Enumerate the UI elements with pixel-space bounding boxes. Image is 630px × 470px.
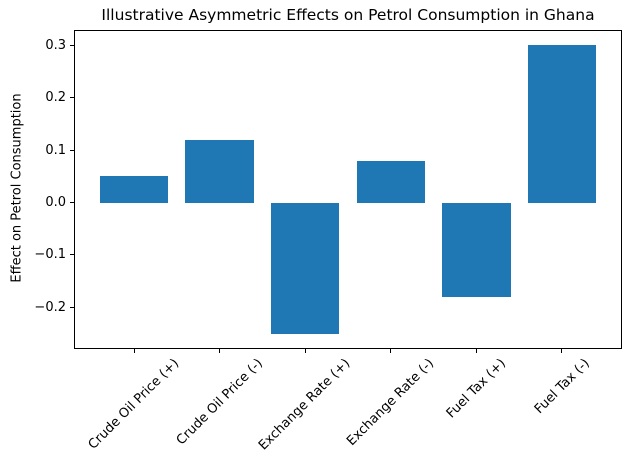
x-tick-mark — [304, 349, 306, 353]
y-tick-mark — [70, 44, 74, 46]
x-tick-label: Fuel Tax (+) — [443, 356, 510, 422]
x-tick-label: Crude Oil Price (-) — [173, 356, 266, 449]
plot-area — [74, 30, 622, 349]
x-tick-mark — [390, 349, 392, 353]
y-tick-mark — [70, 149, 74, 151]
x-tick-mark — [133, 349, 135, 353]
x-tick-mark — [561, 349, 563, 353]
x-tick-mark — [475, 349, 477, 353]
bar-0 — [99, 176, 169, 203]
y-tick-label: 0.3 — [45, 37, 66, 53]
x-tick-label: Fuel Tax (-) — [531, 356, 593, 417]
y-tick-label: −0.2 — [34, 299, 66, 315]
y-tick-mark — [70, 97, 74, 99]
bar-2 — [270, 202, 340, 334]
x-tick-mark — [219, 349, 221, 353]
bar-3 — [356, 160, 425, 203]
y-tick-label: 0.0 — [45, 195, 66, 211]
x-tick-label: Exchange Rate (+) — [256, 356, 354, 454]
y-tick-label: 0.2 — [45, 90, 66, 106]
y-tick-label: −0.1 — [34, 247, 66, 263]
x-tick-label: Crude Oil Price (+) — [85, 356, 182, 453]
x-tick-label: Exchange Rate (-) — [344, 356, 438, 449]
y-tick-mark — [70, 254, 74, 256]
chart-title: Illustrative Asymmetric Effects on Petro… — [101, 6, 595, 24]
bar-5 — [527, 45, 597, 203]
bar-4 — [442, 202, 511, 297]
bar-1 — [185, 139, 254, 203]
y-tick-mark — [70, 202, 74, 204]
y-tick-mark — [70, 306, 74, 308]
y-tick-label: 0.1 — [45, 142, 66, 158]
